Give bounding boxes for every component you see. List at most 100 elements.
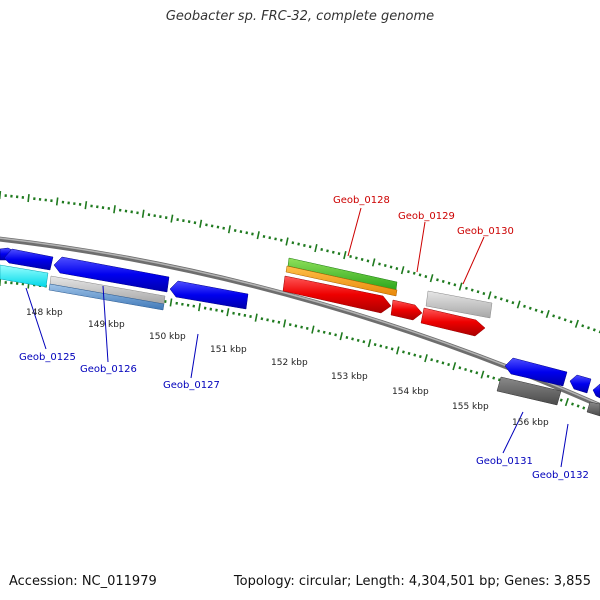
scale-tick-minor: [334, 333, 337, 337]
scale-tick-major: [424, 354, 428, 363]
scale-tick-major: [371, 258, 376, 267]
scale-tick-minor: [569, 320, 573, 324]
scale-tick-major: [256, 231, 260, 240]
scale-tick-minor: [435, 359, 439, 363]
scale-tick-minor: [331, 250, 335, 254]
scale-label: 151 kbp: [210, 345, 247, 355]
leader-geob-0128: [347, 207, 362, 257]
scale-tick-minor: [249, 314, 252, 319]
scale-tick-major: [169, 298, 173, 307]
scale-tick-minor: [317, 329, 320, 333]
leader-geob-0126: [102, 285, 109, 363]
scale-tick-minor: [505, 299, 509, 303]
scale-tick-minor: [523, 304, 526, 308]
gene-label-geob-0127[interactable]: Geob_0127: [163, 380, 220, 391]
scale-tick-minor: [291, 241, 295, 245]
scale-tick-minor: [465, 286, 468, 290]
scale-labels: 148 kbp 149 kbp 150 kbp 151 kbp 152 kbp …: [26, 308, 549, 428]
gene-label-geob-0131[interactable]: Geob_0131: [476, 456, 533, 467]
scale-tick-minor: [407, 270, 410, 274]
gene-labels: Geob_0128 Geob_0129 Geob_0130 Geob_0125 …: [19, 195, 589, 481]
scale-tick-minor: [305, 326, 309, 330]
scale-tick-minor: [176, 218, 179, 222]
scale-tick-minor: [294, 324, 298, 328]
scale-tick-major: [113, 205, 116, 214]
gene-label-geob-0126[interactable]: Geob_0126: [80, 364, 137, 375]
gene-feature-blue-0127: [169, 280, 249, 310]
map-title: Geobacter sp. FRC-32, complete genome: [165, 9, 435, 24]
scale-tick-minor: [559, 398, 563, 402]
scale-tick-minor: [345, 336, 349, 340]
scale-tick-minor: [266, 318, 269, 322]
gene-label-geob-0130[interactable]: Geob_0130: [457, 226, 514, 237]
scale-tick-major: [198, 303, 201, 312]
scale-tick-minor: [373, 343, 377, 347]
scale-tick-minor: [147, 213, 151, 217]
scale-tick-major: [283, 319, 287, 328]
scale-tick-minor: [303, 243, 306, 247]
scale-label: 148 kbp: [26, 308, 63, 318]
gene-feature-blue-0126: [53, 256, 170, 293]
scale-tick-major: [27, 194, 30, 203]
scale-tick-major: [516, 300, 521, 309]
scale-tick-major: [343, 251, 347, 260]
scale-tick-minor: [233, 228, 237, 232]
gene-feature-steel-0126: [48, 283, 165, 311]
genome-summary-text: Topology: circular; Length: 4,304,501 bp…: [233, 574, 591, 589]
label-leader-lines: [25, 207, 569, 468]
scale-tick-major: [452, 362, 457, 371]
scale-tick-major: [314, 244, 318, 253]
scale-tick-minor: [476, 290, 480, 294]
scale-tick-major: [458, 282, 463, 291]
scale-ticks-top: [0, 190, 600, 334]
scale-tick-minor: [300, 325, 303, 329]
scale-tick-minor: [239, 230, 243, 234]
scale-tick-major: [400, 266, 405, 275]
scale-tick-minor: [271, 319, 275, 323]
scale-label: 155 kbp: [452, 402, 489, 412]
scale-tick-minor: [441, 279, 445, 283]
scale-tick-minor: [592, 328, 596, 332]
gene-feature-blue-edge: [592, 383, 600, 399]
leader-geob-0127: [190, 333, 199, 379]
scale-tick-minor: [362, 340, 366, 344]
scale-label: 150 kbp: [149, 332, 186, 342]
scale-tick-minor: [355, 256, 358, 260]
gene-feature-blue-0125: [3, 248, 54, 271]
scale-tick-minor: [192, 304, 196, 308]
scale-tick-major: [480, 370, 485, 379]
scale-tick-minor: [260, 317, 264, 321]
scale-tick-minor: [571, 402, 574, 406]
scale-tick-major: [564, 398, 569, 407]
scale-tick-minor: [458, 366, 462, 370]
gene-label-geob-0128[interactable]: Geob_0128: [333, 195, 390, 206]
scale-tick-minor: [320, 247, 324, 251]
gene-label-geob-0129[interactable]: Geob_0129: [398, 211, 455, 222]
leader-geob-0131: [502, 411, 524, 454]
scale-tick-minor: [528, 306, 532, 310]
gene-feature-gray-0130: [425, 290, 493, 319]
gene-feature-orange: [285, 265, 398, 297]
gene-label-geob-0125[interactable]: Geob_0125: [19, 352, 76, 363]
gene-feature-blue-0131: [504, 357, 568, 387]
scale-tick-minor: [581, 324, 585, 328]
scale-label: 149 kbp: [88, 320, 125, 330]
scale-tick-minor: [222, 226, 225, 230]
scale-tick-minor: [220, 309, 224, 313]
scale-tick-minor: [412, 271, 416, 275]
scale-tick-minor: [216, 225, 220, 229]
scale-tick-major: [311, 325, 315, 334]
scale-tick-minor: [511, 301, 515, 305]
gene-feature-red-small: [390, 299, 423, 321]
scale-tick-minor: [563, 318, 567, 322]
gene-feature-red-right: [420, 307, 486, 337]
scale-tick-minor: [379, 344, 383, 348]
scale-tick-minor: [494, 295, 497, 299]
scale-tick-minor: [497, 378, 501, 382]
scale-tick-minor: [203, 306, 207, 310]
gene-label-geob-0132[interactable]: Geob_0132: [532, 470, 589, 481]
scale-tick-minor: [470, 288, 474, 292]
scale-tick-minor: [407, 351, 411, 355]
scale-tick-minor: [328, 332, 332, 336]
scale-tick-major: [55, 197, 59, 206]
